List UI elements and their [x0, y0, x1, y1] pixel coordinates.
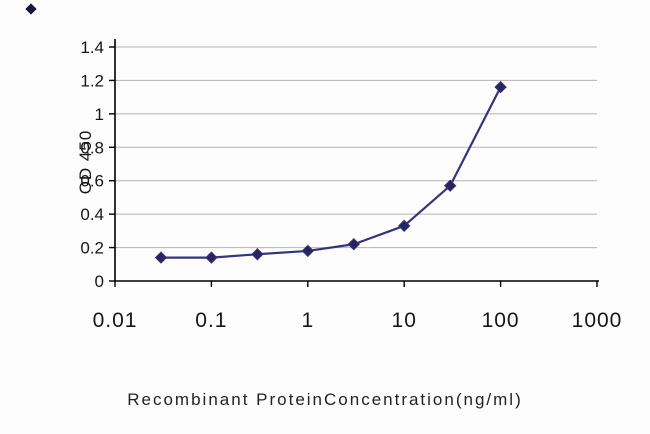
data-point-marker [301, 244, 315, 258]
y-tick-label: 0 [95, 272, 104, 291]
data-line [160, 86, 502, 259]
x-axis-title: Recombinant ProteinConcentration(ng/ml) [127, 390, 523, 409]
y-tick-label: 0.4 [80, 205, 104, 224]
y-tick-label: 0.2 [80, 239, 104, 258]
x-tick-label: 100 [482, 309, 520, 332]
x-tick-label: 1000 [572, 309, 623, 332]
data-point-marker [347, 238, 361, 251]
data-point-marker [205, 251, 218, 264]
y-tick-label: 1.4 [80, 38, 104, 57]
data-point-marker [494, 80, 507, 94]
x-tick-label: 10 [392, 309, 417, 332]
data-point-marker [397, 219, 411, 233]
y-tick-label: 0.6 [80, 172, 104, 191]
data-point-marker [154, 251, 168, 264]
data-point-marker [443, 179, 457, 192]
data-point-marker [251, 248, 264, 261]
y-tick-label: 1.2 [80, 71, 104, 90]
x-tick-label: 0.1 [195, 309, 227, 332]
x-tick-label: 1 [301, 309, 314, 332]
y-tick-label: 0.8 [80, 138, 104, 157]
y-tick-label: 1 [95, 105, 104, 124]
x-tick-label: 0.01 [93, 309, 138, 332]
